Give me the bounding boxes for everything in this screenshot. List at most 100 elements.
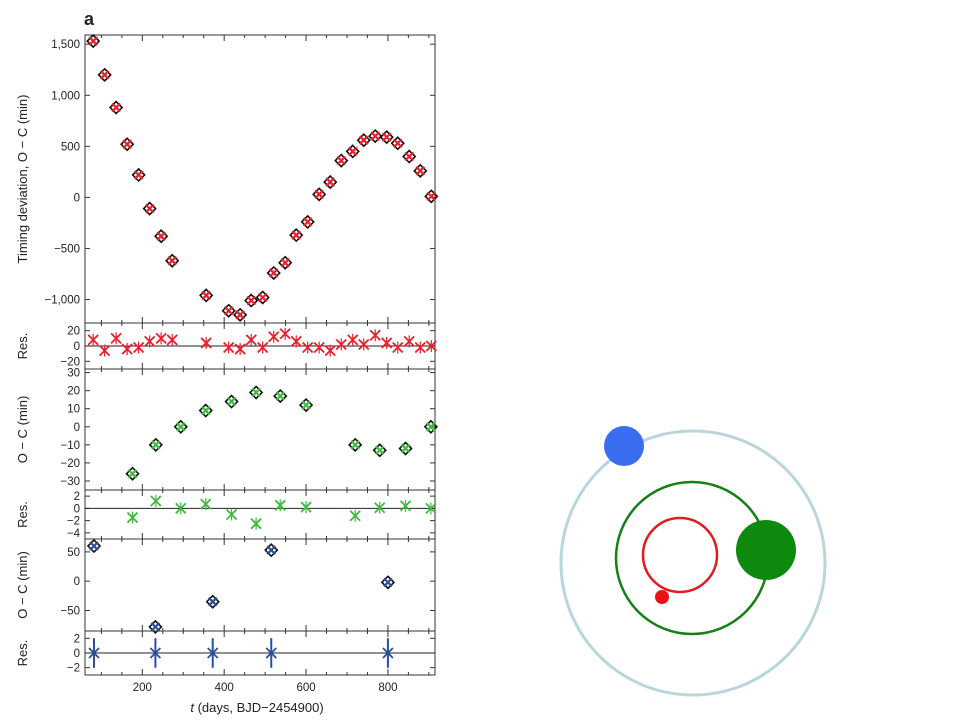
x-marker xyxy=(336,155,347,166)
y-axis-label: Res. xyxy=(15,333,30,360)
diamond-marker xyxy=(205,594,220,609)
y-axis-label: Res. xyxy=(15,640,30,667)
diamond-marker xyxy=(356,133,371,148)
diamond-marker xyxy=(142,201,157,216)
diamond-marker xyxy=(224,394,239,409)
diamond-marker xyxy=(348,437,363,452)
x-marker xyxy=(268,268,279,278)
diamond-marker xyxy=(221,303,236,318)
data-point xyxy=(425,340,437,352)
y-tick-label: 0 xyxy=(74,341,80,353)
data-point xyxy=(142,201,157,216)
data-point xyxy=(125,466,140,481)
data-point xyxy=(86,33,101,49)
x-marker xyxy=(400,443,411,454)
x-marker xyxy=(314,189,324,200)
x-marker xyxy=(176,422,186,432)
diamond-marker xyxy=(264,543,279,558)
data-point xyxy=(403,335,415,348)
data-point xyxy=(398,441,413,456)
x-marker xyxy=(246,295,256,306)
data-point xyxy=(149,638,162,668)
x-marker xyxy=(392,138,403,149)
data-point xyxy=(345,144,360,159)
diamond-marker xyxy=(278,255,293,270)
x-marker xyxy=(150,622,161,632)
x-marker xyxy=(358,135,369,145)
diamond-marker xyxy=(148,619,163,635)
data-point xyxy=(290,335,302,348)
x-marker xyxy=(167,255,177,266)
data-point xyxy=(148,619,163,635)
data-point xyxy=(255,290,270,305)
outer-planet xyxy=(604,426,644,466)
data-point xyxy=(369,329,381,342)
data-point xyxy=(300,501,312,514)
orbit-diagram xyxy=(559,426,827,697)
data-point xyxy=(298,397,314,413)
data-point xyxy=(150,495,162,508)
data-point xyxy=(313,341,325,354)
x-marker xyxy=(156,231,166,241)
y-axis-label: O − C (min) xyxy=(15,551,30,619)
panel-label: a xyxy=(84,9,95,29)
y-tick-label: −30 xyxy=(60,476,80,488)
diamond-marker xyxy=(97,67,112,82)
x-marker xyxy=(257,292,268,303)
y-tick-label: −20 xyxy=(60,458,80,470)
x-axis-label: t (days, BJD−2454900) xyxy=(190,700,323,715)
x-marker xyxy=(111,102,121,113)
data-point xyxy=(131,167,146,183)
middle-planet xyxy=(736,520,796,580)
diamond-marker xyxy=(244,293,259,308)
data-point xyxy=(379,129,394,145)
data-point xyxy=(273,388,288,404)
data-point xyxy=(121,343,133,356)
y-tick-label: −20 xyxy=(60,356,80,368)
panel-r1: 20 0 −20 Res. xyxy=(15,322,437,370)
data-point xyxy=(356,133,371,148)
data-point xyxy=(349,509,361,522)
y-tick-label: 0 xyxy=(74,648,80,660)
data-point xyxy=(120,137,135,152)
data-point xyxy=(380,575,396,590)
data-point xyxy=(244,293,259,308)
data-point xyxy=(110,332,122,345)
data-point xyxy=(199,288,214,303)
x-axis-label-units: (days, BJD−2454900) xyxy=(194,700,324,715)
diamond-marker xyxy=(108,100,124,115)
diamond-marker xyxy=(233,307,248,322)
x-marker xyxy=(200,405,211,416)
data-point xyxy=(99,344,111,357)
diamond-marker xyxy=(273,388,288,404)
x-marker xyxy=(89,541,99,551)
y-axis-label: Res. xyxy=(15,501,30,528)
data-point xyxy=(132,341,145,354)
x-marker xyxy=(144,203,155,214)
y-tick-label: −10 xyxy=(60,440,80,452)
data-point xyxy=(279,327,291,340)
y-tick-label: 500 xyxy=(61,141,80,153)
data-point xyxy=(335,338,347,351)
diamond-marker xyxy=(323,174,338,190)
diamond-marker xyxy=(173,419,188,434)
x-axis-label-variable: t xyxy=(190,700,195,715)
y-tick-label: 30 xyxy=(67,368,80,380)
data-point xyxy=(414,341,426,354)
y-axis-label: O − C (min) xyxy=(15,396,30,464)
x-marker xyxy=(99,70,110,80)
data-point xyxy=(248,385,264,400)
y-tick-label: 20 xyxy=(67,326,80,338)
diamond-marker xyxy=(368,128,383,144)
panel-p1: 1,500 1,000 500 0 −500 −1,000 Timing deviation… xyxy=(15,33,439,324)
diamond-marker xyxy=(345,144,360,159)
x-marker xyxy=(426,191,437,202)
data-point xyxy=(413,163,428,178)
data-point xyxy=(368,128,383,144)
y-tick-label: 50 xyxy=(67,547,80,559)
x-marker xyxy=(151,440,161,450)
data-point xyxy=(372,443,387,458)
diamond-marker xyxy=(390,136,405,151)
data-point xyxy=(312,187,327,202)
